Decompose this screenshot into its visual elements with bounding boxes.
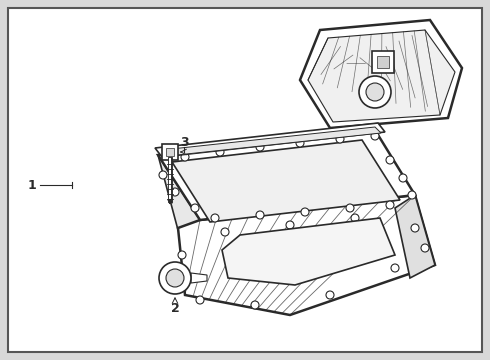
Polygon shape: [162, 127, 381, 156]
Circle shape: [359, 76, 391, 108]
Text: 3: 3: [180, 135, 188, 149]
Circle shape: [411, 224, 419, 232]
Circle shape: [159, 262, 191, 294]
Circle shape: [391, 264, 399, 272]
Polygon shape: [158, 155, 225, 295]
Circle shape: [351, 214, 359, 222]
Polygon shape: [222, 218, 395, 285]
Circle shape: [178, 251, 186, 259]
Circle shape: [186, 274, 194, 282]
Circle shape: [211, 214, 219, 222]
Polygon shape: [191, 273, 207, 283]
Circle shape: [336, 135, 344, 143]
Circle shape: [421, 244, 429, 252]
Circle shape: [251, 301, 259, 309]
Circle shape: [386, 201, 394, 209]
Circle shape: [196, 296, 204, 304]
Circle shape: [286, 221, 294, 229]
Circle shape: [181, 153, 189, 161]
Polygon shape: [300, 20, 462, 128]
Circle shape: [371, 132, 379, 140]
Circle shape: [216, 148, 224, 156]
Circle shape: [159, 171, 167, 179]
Polygon shape: [172, 140, 400, 222]
FancyBboxPatch shape: [377, 56, 389, 68]
FancyBboxPatch shape: [166, 148, 174, 156]
Polygon shape: [308, 30, 455, 122]
Polygon shape: [178, 195, 435, 315]
FancyBboxPatch shape: [372, 51, 394, 73]
Circle shape: [346, 204, 354, 212]
Circle shape: [166, 269, 184, 287]
Circle shape: [221, 228, 229, 236]
Circle shape: [408, 191, 416, 199]
Circle shape: [296, 139, 304, 147]
Circle shape: [366, 83, 384, 101]
Circle shape: [171, 188, 179, 196]
Polygon shape: [158, 130, 415, 220]
Text: 2: 2: [171, 302, 179, 315]
Polygon shape: [395, 195, 435, 278]
FancyBboxPatch shape: [162, 144, 178, 160]
Polygon shape: [155, 123, 385, 157]
Circle shape: [256, 211, 264, 219]
Circle shape: [386, 156, 394, 164]
Circle shape: [301, 208, 309, 216]
FancyBboxPatch shape: [8, 8, 482, 352]
Text: 1: 1: [27, 179, 36, 192]
Circle shape: [191, 204, 199, 212]
Circle shape: [326, 291, 334, 299]
Circle shape: [399, 174, 407, 182]
Circle shape: [256, 143, 264, 151]
